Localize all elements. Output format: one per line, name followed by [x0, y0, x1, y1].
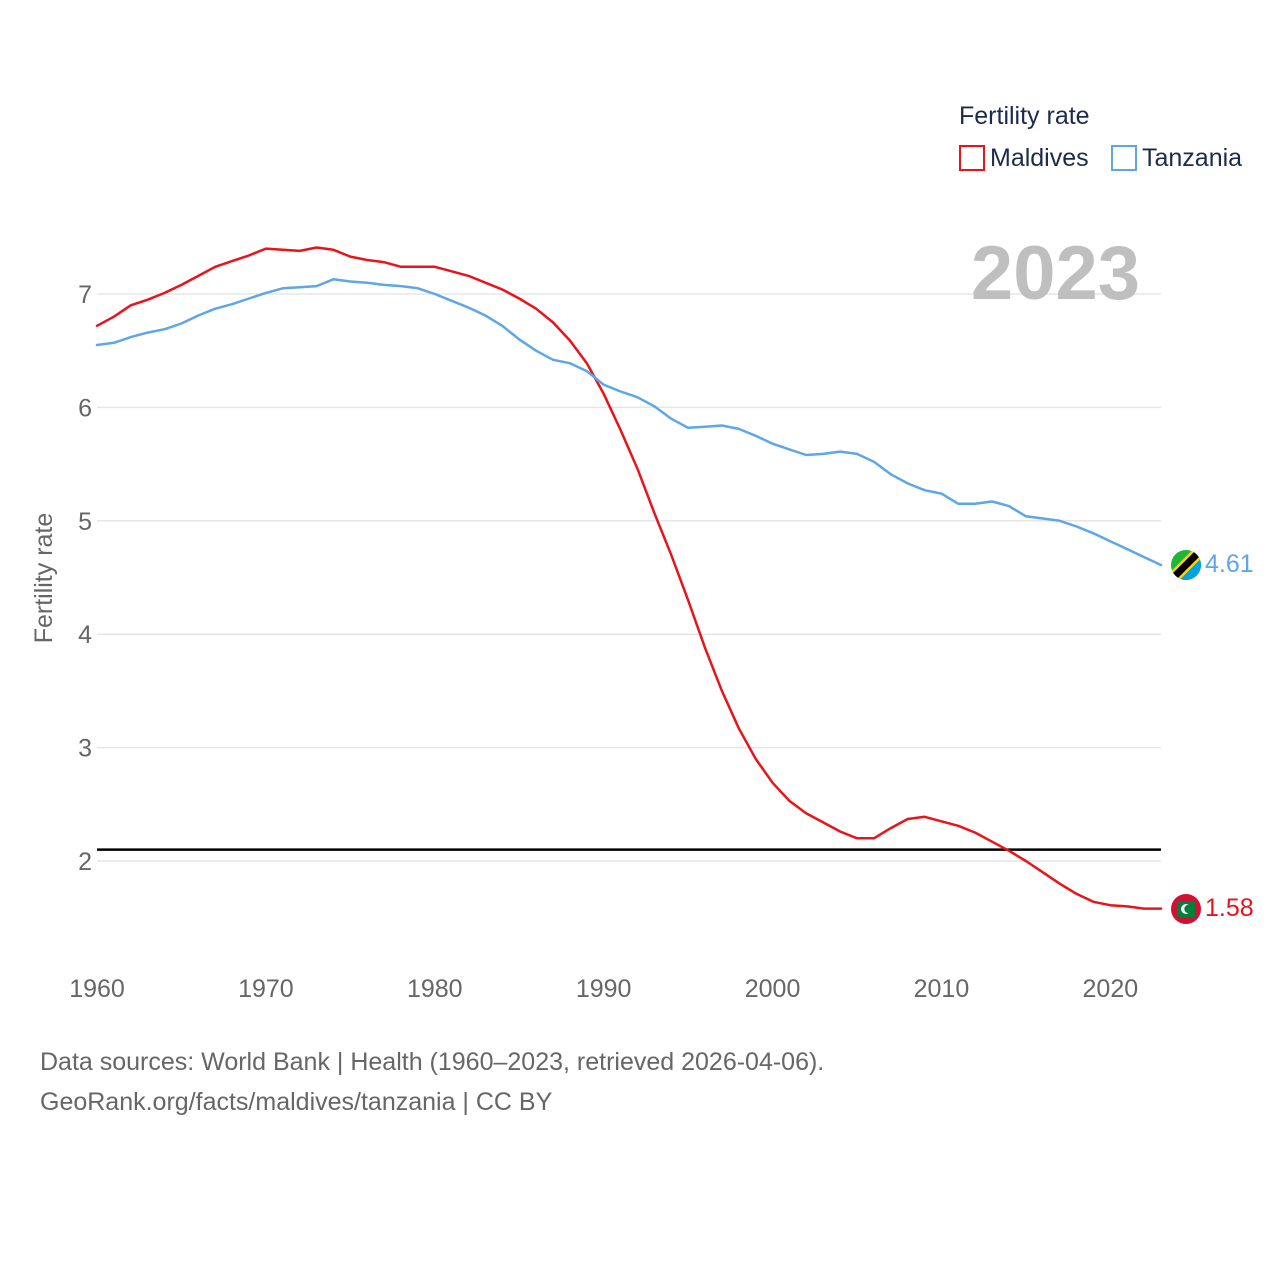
x-tick-label: 2010	[914, 975, 970, 1003]
y-axis-ticks: 2 3 4 5 6 7	[78, 281, 92, 876]
x-axis-ticks: 1960 1970 1980 1990 2000 2010 2020	[69, 975, 1138, 1003]
x-tick-label: 2000	[745, 975, 801, 1003]
maldives-flag-icon	[1171, 894, 1201, 924]
year-label: 2023	[971, 231, 1140, 316]
maldives-end-value: 1.58	[1205, 894, 1254, 922]
series-line-maldives[interactable]	[95, 246, 1163, 910]
y-tick-label: 4	[78, 621, 92, 649]
y-tick-label: 5	[78, 508, 92, 536]
legend-label-maldives: Maldives	[990, 144, 1089, 172]
legend-swatch-maldives	[959, 145, 985, 171]
legend-item-maldives[interactable]: Maldives	[959, 144, 1089, 172]
legend-item-tanzania[interactable]: Tanzania	[1111, 144, 1242, 172]
legend: Fertility rate Maldives Tanzania	[959, 102, 1242, 172]
tanzania-end-value: 4.61	[1205, 550, 1254, 578]
y-axis-label: Fertility rate	[30, 513, 58, 644]
source-link[interactable]: GeoRank.org/facts/maldives/tanzania | CC…	[40, 1088, 553, 1116]
series-line-tanzania[interactable]	[95, 278, 1163, 567]
gridlines	[97, 293, 1161, 862]
x-tick-label: 2020	[1083, 975, 1139, 1003]
y-tick-label: 2	[78, 848, 92, 876]
y-tick-label: 7	[78, 281, 92, 309]
footer: Data sources: World Bank | Health (1960–…	[40, 1042, 824, 1122]
y-tick-label: 6	[78, 394, 92, 422]
x-tick-label: 1980	[407, 975, 463, 1003]
y-tick-label: 3	[78, 735, 92, 763]
legend-title: Fertility rate	[959, 102, 1090, 130]
data-source-text: Data sources: World Bank | Health (1960–…	[40, 1048, 825, 1076]
tanzania-flag-icon	[1171, 550, 1201, 580]
x-tick-label: 1960	[69, 975, 125, 1003]
x-tick-label: 1990	[576, 975, 632, 1003]
x-tick-label: 1970	[238, 975, 294, 1003]
legend-label-tanzania: Tanzania	[1142, 144, 1242, 172]
legend-swatch-tanzania	[1111, 145, 1137, 171]
